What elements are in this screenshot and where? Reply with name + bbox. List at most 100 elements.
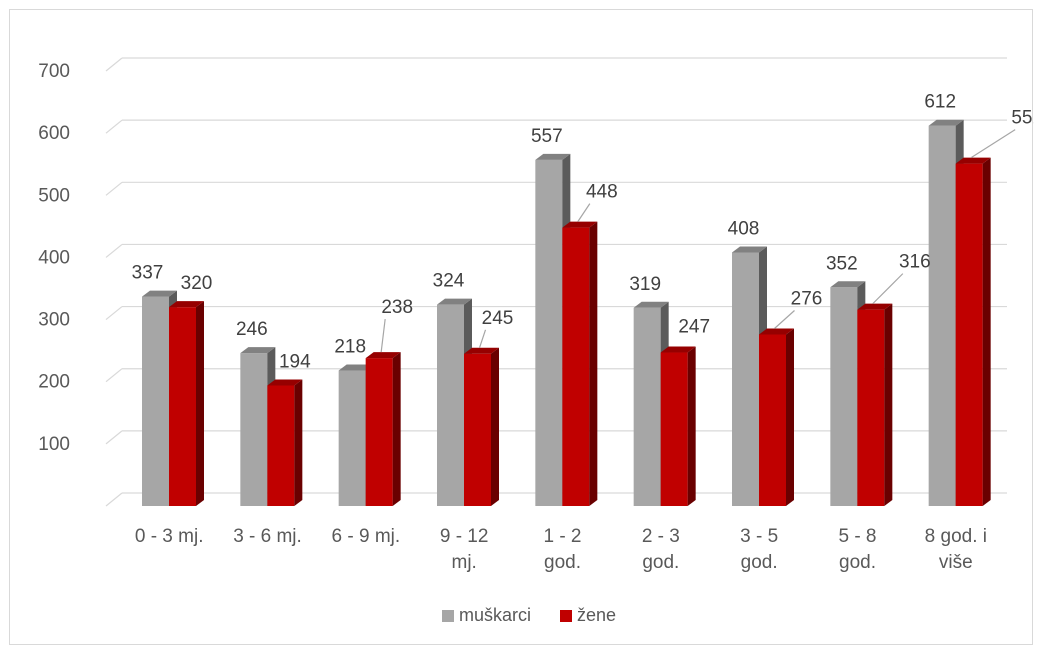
bar-muskarci-top — [830, 281, 866, 288]
data-label-zene: 551 — [1011, 108, 1034, 129]
bar-zene-side — [196, 301, 204, 506]
bar-zene-top — [857, 303, 893, 310]
bar-muskarci-front — [633, 307, 661, 506]
gridline-diagonal — [105, 492, 123, 507]
bar-muskarci — [830, 281, 866, 506]
bar-zene — [365, 352, 401, 506]
gridline-diagonal — [105, 430, 123, 445]
bar-zene-top — [267, 379, 303, 386]
bar-zene-side — [294, 379, 303, 506]
data-label-zene: 448 — [586, 182, 618, 203]
leader-line — [380, 319, 386, 353]
category-label: god. — [642, 552, 679, 573]
category-label: mj. — [452, 552, 477, 573]
category-label: 3 - 5 — [740, 526, 778, 547]
category-label: 3 - 6 mj. — [233, 526, 302, 547]
data-label-muskarci: 324 — [433, 271, 465, 292]
bar-zene — [562, 221, 598, 506]
data-label-muskarci: 246 — [236, 319, 268, 340]
bar-muskarci-front — [338, 370, 366, 506]
chart-svg: 100 200 300 400 500 600 700 337 320 246 194 218 238… — [38, 57, 1034, 625]
category-label: god. — [741, 552, 778, 573]
chart-frame: 100 200 300 400 500 600 700 337 320 246 194 218 238… — [9, 9, 1034, 645]
bar-zene — [464, 347, 499, 506]
bar-zene-front — [955, 163, 983, 507]
category-label: 2 - 3 — [642, 526, 680, 547]
bar-muskarci — [240, 347, 276, 506]
bar-zene-front — [660, 352, 688, 506]
bar-zene-front — [464, 353, 491, 506]
bar-zene-side — [687, 346, 696, 506]
category-label: 9 - 12 — [440, 526, 489, 547]
bar-muskarci-top — [437, 298, 472, 305]
category-label: 5 - 8 — [838, 526, 876, 547]
data-label-muskarci: 319 — [629, 274, 661, 295]
leader-line — [478, 329, 487, 348]
data-label-zene: 238 — [381, 297, 413, 318]
data-label-muskarci: 352 — [826, 253, 858, 274]
y-tick-label: 500 — [38, 185, 70, 206]
bar-muskarci-front — [535, 159, 563, 507]
legend-swatch — [560, 610, 572, 622]
bar-muskarci-front — [240, 353, 268, 506]
bars — [142, 119, 991, 507]
data-label-muskarci: 612 — [924, 92, 956, 113]
y-tick-label: 200 — [38, 372, 70, 393]
y-tick-label: 300 — [38, 310, 70, 331]
legend-swatch — [442, 610, 454, 622]
bar-muskarci-front — [732, 252, 759, 506]
data-label-zene: 276 — [791, 288, 823, 309]
category-label: god. — [544, 552, 581, 573]
bar-zene — [169, 301, 204, 506]
y-axis-ticks: 100 200 300 400 500 600 700 — [38, 61, 70, 455]
gridline-diagonal — [105, 119, 123, 134]
category-label: 1 - 2 — [543, 526, 581, 547]
category-labels: 0 - 3 mj. 3 - 6 mj. 6 - 9 mj. 9 - 12 mj. 1 - … — [135, 526, 987, 573]
category-label: god. — [839, 552, 876, 573]
bar-zene-top — [365, 352, 401, 359]
y-tick-label: 600 — [38, 123, 70, 144]
bar-zene-front — [267, 385, 295, 506]
bar-zene-front — [759, 334, 786, 506]
legend: muškarci žene — [442, 605, 616, 625]
bar-zene-side — [392, 352, 401, 506]
bar-zene-top — [169, 301, 204, 308]
data-label-muskarci: 557 — [531, 126, 563, 147]
data-label-zene: 245 — [482, 308, 514, 329]
bar-zene-side — [491, 347, 499, 506]
data-label-zene: 194 — [279, 351, 311, 372]
bar-zene — [955, 157, 991, 507]
bar-muskarci-top — [338, 364, 374, 371]
bar-zene — [267, 379, 303, 506]
bar-muskarci-top — [732, 246, 767, 253]
bar-muskarci-top — [633, 301, 669, 308]
bar-zene-front — [169, 307, 196, 506]
gridline-diagonal — [105, 57, 123, 72]
data-label-zene: 316 — [899, 252, 931, 273]
category-label: 6 - 9 mj. — [332, 526, 401, 547]
bar-zene-top — [464, 347, 499, 354]
category-label: 8 god. i — [925, 526, 987, 547]
bar-zene-front — [562, 227, 590, 506]
bar-zene-front — [857, 309, 885, 506]
y-tick-label: 700 — [38, 61, 70, 82]
bar-zene-side — [589, 221, 598, 506]
leader-line — [970, 129, 1016, 159]
bar-muskarci-top — [142, 290, 177, 297]
category-label: više — [939, 552, 973, 573]
data-label-zene: 247 — [678, 317, 710, 338]
bar-zene — [660, 346, 696, 506]
data-label-muskarci: 337 — [132, 263, 164, 284]
bar-zene — [759, 328, 794, 506]
bar-zene-side — [786, 328, 794, 506]
legend-label: muškarci — [459, 605, 531, 625]
bar-zene — [857, 303, 893, 506]
data-label-zene: 320 — [181, 273, 213, 294]
y-tick-label: 400 — [38, 247, 70, 268]
y-tick-label: 100 — [38, 434, 70, 455]
bar-zene-top — [955, 157, 991, 164]
bar-zene-top — [759, 328, 794, 335]
legend-label: žene — [577, 605, 616, 625]
bar-zene-side — [982, 157, 991, 507]
gridline-diagonal — [105, 181, 123, 196]
